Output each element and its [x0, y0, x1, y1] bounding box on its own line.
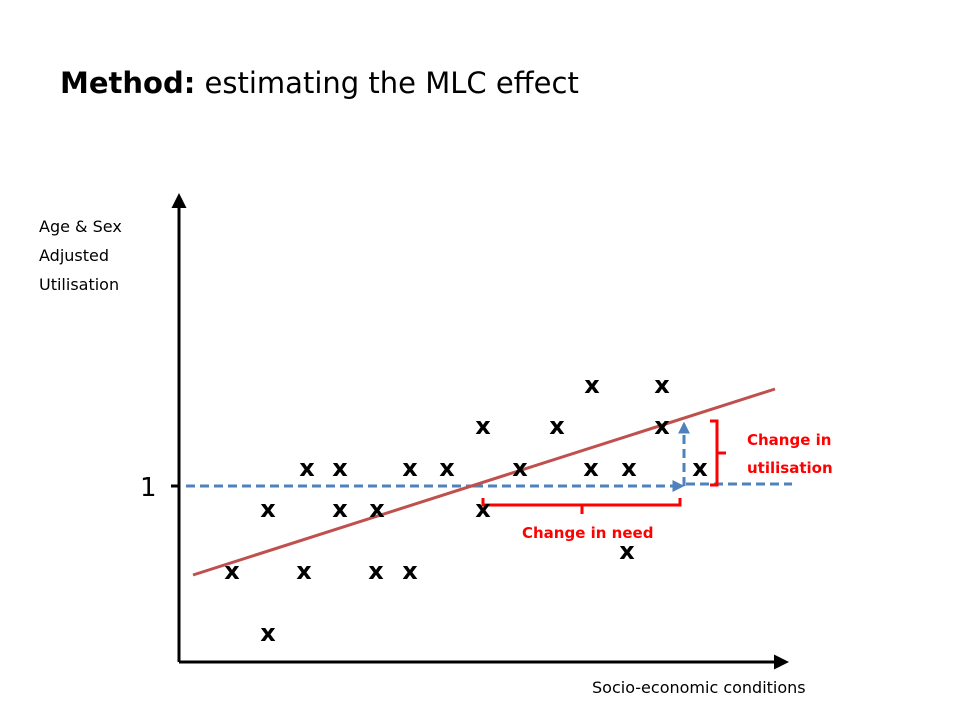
change-in-need-label: Change in need [522, 524, 653, 542]
data-point-marker: x [299, 454, 315, 482]
x-axis-label: Socio-economic conditions [592, 678, 806, 697]
annotation-line: Change in [747, 431, 831, 449]
data-point-marker: x [296, 557, 312, 585]
data-point-marker: x [439, 454, 455, 482]
data-point-marker: x [369, 495, 385, 523]
data-point-marker: x [619, 537, 635, 565]
data-point-marker: x [402, 557, 418, 585]
title-bold-part: Method: [60, 66, 196, 100]
data-point-marker: x [654, 371, 670, 399]
data-point-marker: x [332, 495, 348, 523]
data-point-marker: x [475, 412, 491, 440]
data-point-marker: x [621, 454, 637, 482]
slide-title: Method: estimating the MLC effect [60, 66, 579, 100]
data-point-marker: x [260, 619, 276, 647]
data-point-marker: x [583, 454, 599, 482]
data-point-marker: x [402, 454, 418, 482]
data-point-marker: x [368, 557, 384, 585]
change-in-utilisation-label: Change in utilisation [747, 431, 837, 477]
title-rest: estimating the MLC effect [195, 66, 579, 100]
trend-line [192, 387, 776, 577]
data-point-marker: x [654, 412, 670, 440]
y-axis-label: Age & Sex Adjusted Utilisation [39, 212, 179, 299]
reference-value-label: 1 [140, 473, 157, 503]
data-point-marker: x [224, 557, 240, 585]
y-axis-label-line: Age & Sex [39, 217, 122, 236]
data-point-marker: x [332, 454, 348, 482]
data-point-marker: x [512, 454, 528, 482]
annotation-line: utilisation [747, 459, 833, 477]
data-point-marker: x [475, 495, 491, 523]
data-point-marker: x [260, 495, 276, 523]
data-point-marker: x [692, 454, 708, 482]
data-point-marker: x [584, 371, 600, 399]
y-axis-label-line: Utilisation [39, 275, 120, 294]
utilisation-bracket [710, 419, 726, 487]
scatter-markers: x xx x xx x x x x x x xx x x xxx x x xx [224, 371, 708, 647]
y-axis-label-line: Adjusted [39, 246, 110, 265]
need-bracket [481, 498, 682, 514]
data-point-marker: x [549, 412, 565, 440]
